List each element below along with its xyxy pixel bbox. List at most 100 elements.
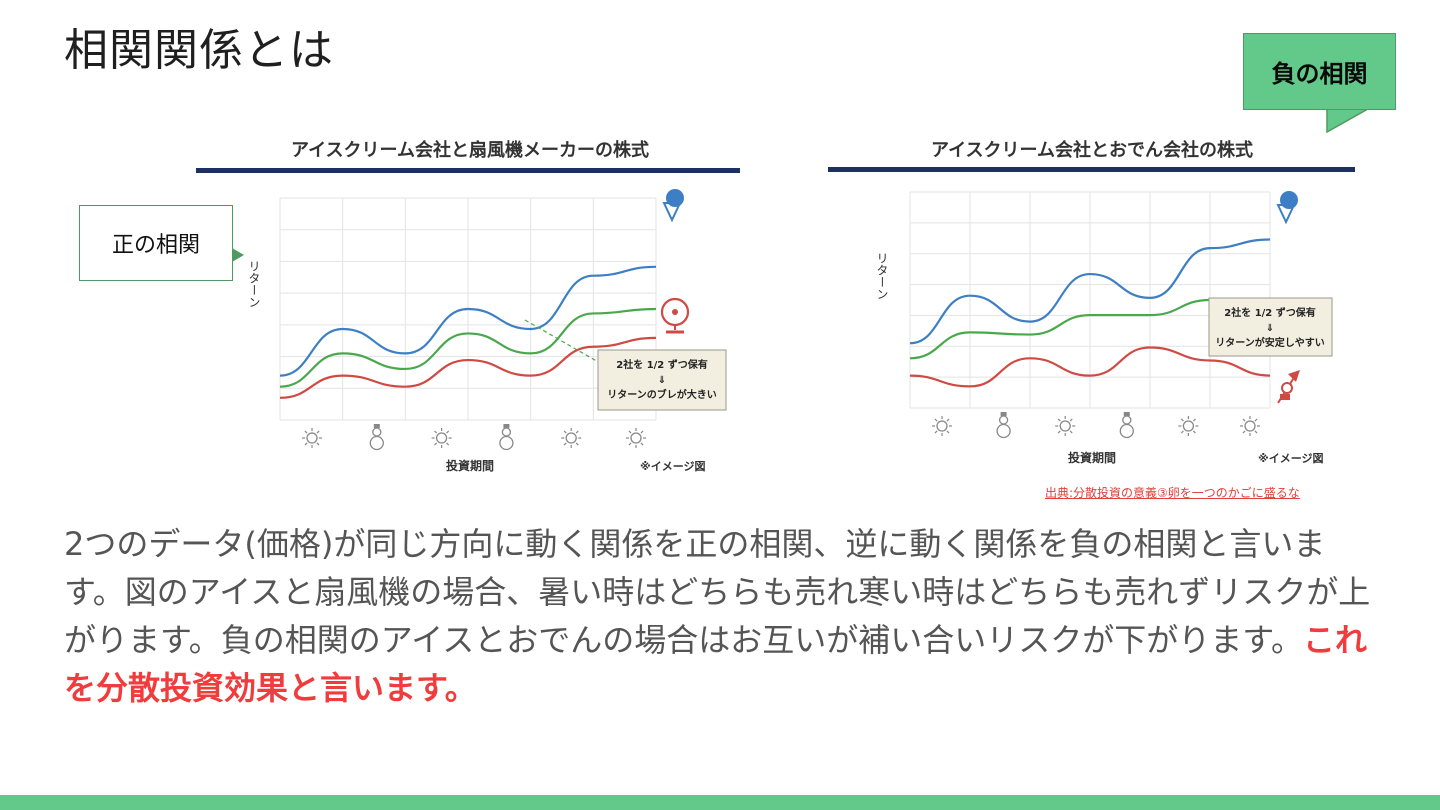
negative-correlation-label: 負の相関 <box>1243 33 1396 110</box>
sun-ray <box>446 442 450 446</box>
positive-correlation-label: 正の相関 <box>111 233 200 258</box>
snowman-body <box>499 435 514 451</box>
sun-ray <box>434 430 438 434</box>
snowman-hat <box>1000 412 1007 416</box>
x-axis-icons <box>932 412 1260 439</box>
sun-icon <box>302 428 322 448</box>
sun-icon <box>932 416 952 436</box>
snowman-hat <box>1123 412 1130 416</box>
sun-ray <box>640 430 644 434</box>
sun-core <box>306 432 318 444</box>
body-highlight-text: これを分散投資効果と言います。 <box>64 621 1368 707</box>
sun-ray <box>1242 418 1246 422</box>
fan-icon <box>660 297 690 334</box>
oden-icon <box>1277 370 1300 404</box>
snowman-icon <box>499 424 514 451</box>
sun-ray <box>575 430 579 434</box>
image-note: ※イメージ図 <box>1258 451 1323 465</box>
snowman-head <box>1122 415 1132 425</box>
sun-ray <box>1057 418 1061 422</box>
sun-ray <box>1069 418 1073 422</box>
chart-lines <box>279 265 657 399</box>
negative-correlation-callout: 負の相関 <box>1243 33 1396 133</box>
body-paragraph: 2つのデータ(価格)が同じ方向に動く関係を正の相関、逆に動く関係を負の相関と言い… <box>64 520 1384 712</box>
chart-positive-correlation: アイスクリーム会社と扇風機メーカーの株式 リターン 投資期間 ※イメージ図 2社… <box>196 139 740 473</box>
sun-core <box>1244 420 1256 432</box>
chart-title: アイスクリーム会社と扇風機メーカーの株式 <box>291 139 649 161</box>
title-underline <box>828 167 1355 172</box>
sun-core <box>435 432 448 444</box>
sun-ray <box>563 442 567 446</box>
x-axis-label: 投資期間 <box>446 458 494 473</box>
bottom-accent-bar <box>0 795 1440 810</box>
sun-ray <box>946 418 950 422</box>
snowman-body <box>996 423 1011 439</box>
sun-ray <box>1254 430 1258 434</box>
series-line-0 <box>909 238 1271 345</box>
body-main-text: 2つのデータ(価格)が同じ方向に動く関係を正の相関、逆に動く関係を負の相関と言い… <box>64 525 1371 659</box>
sun-ray <box>446 430 450 434</box>
sun-ray <box>1069 430 1073 434</box>
x-axis-label: 投資期間 <box>1068 450 1116 465</box>
chart-title: アイスクリーム会社とおでん会社の株式 <box>931 139 1253 161</box>
snowman-hat <box>373 424 380 428</box>
sun-ray <box>1180 418 1184 422</box>
annotation-line-1: 2社を 1/2 ずつ保有 <box>1224 306 1316 319</box>
snowman-icon <box>1119 412 1134 439</box>
x-axis-icons <box>302 424 646 451</box>
series-line-2 <box>279 336 657 399</box>
sun-icon <box>626 428 646 448</box>
connector-dash <box>524 319 601 364</box>
y-axis-label: リターン <box>875 252 889 300</box>
snowman-icon <box>996 412 1011 439</box>
sun-ray <box>946 430 950 434</box>
sun-ray <box>575 442 579 446</box>
sun-ray <box>304 442 308 446</box>
sun-icon <box>1055 416 1076 436</box>
sun-ray <box>1192 430 1196 434</box>
chart-grid <box>279 197 657 421</box>
page-title: 相関関係とは <box>64 25 334 76</box>
annotation-box-bg <box>597 349 727 411</box>
ylabel-group: リターン <box>875 252 889 300</box>
ice-cream-icon <box>1276 191 1298 225</box>
snowman-head <box>998 415 1009 425</box>
snowman-body <box>369 435 384 451</box>
annotation-arrow: ⇓ <box>658 375 666 386</box>
sun-ray <box>1057 430 1061 434</box>
series-line-2 <box>909 346 1271 388</box>
sun-ray <box>1180 430 1184 434</box>
sun-ray <box>1192 418 1196 422</box>
sun-ray <box>628 430 632 434</box>
sun-ray <box>934 430 938 434</box>
snowman-head <box>501 427 512 437</box>
sun-icon <box>1240 416 1260 436</box>
sun-ray <box>1242 430 1246 434</box>
sun-icon <box>1178 416 1199 436</box>
ice-cream-icon <box>662 189 684 223</box>
sun-icon <box>561 428 582 448</box>
annotation-line-1: 2社を 1/2 ずつ保有 <box>616 358 708 371</box>
sun-ray <box>1254 418 1258 422</box>
ylabel-group: リターン <box>247 260 261 308</box>
sun-core <box>565 432 577 444</box>
image-note: ※イメージ図 <box>640 459 705 473</box>
source-link[interactable]: 出典:分散投資の意義③卵を一つのかごに盛るな <box>1045 486 1300 500</box>
snowman-hat <box>503 424 510 428</box>
sun-core <box>630 432 642 444</box>
sun-ray <box>316 442 320 446</box>
y-axis-label: リターン <box>247 260 261 308</box>
snowman-icon <box>369 424 384 451</box>
annotation-arrow: ⇓ <box>1266 323 1274 334</box>
sun-core <box>1182 420 1195 432</box>
sun-core <box>1059 420 1071 432</box>
annotation-box-bg <box>1208 297 1333 357</box>
sun-ray <box>304 430 308 434</box>
sun-ray <box>563 430 567 434</box>
snowman-head <box>372 427 382 437</box>
annotation-line-2: リターンが安定しやすい <box>1215 336 1324 349</box>
annotation-box: 2社を 1/2 ずつ保有 ⇓ リターンのブレが大きい <box>597 349 727 411</box>
sun-ray <box>640 442 644 446</box>
snowman-body <box>1119 423 1134 439</box>
annotation-line-2: リターンのブレが大きい <box>607 388 717 401</box>
